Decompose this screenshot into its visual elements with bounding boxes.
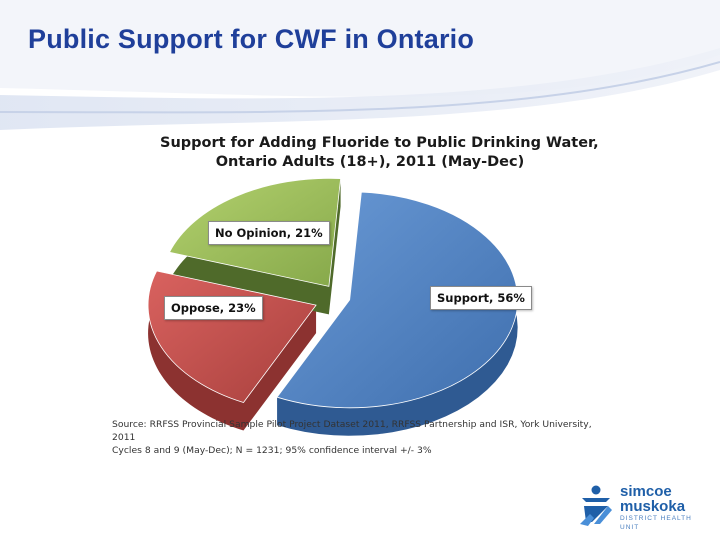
pie-slice-side-support [277,192,518,436]
chart-title: Support for Adding Fluoride to Public Dr… [160,134,599,172]
source-line-2: Cycles 8 and 9 (May-Dec); N = 1231; 95% … [112,445,432,456]
logo-figure-icon [580,485,612,526]
logo-text-muskoka: muskoka [620,498,686,515]
chart-title-line2: Ontario Adults (18+), 2011 (May-Dec) [215,154,525,170]
slide-title: Public Support for CWF in Ontario [28,24,475,54]
pie-slice-support [276,191,518,409]
slice-label-oppose: Oppose, 23% [164,296,263,320]
logo-text-subtitle: DISTRICT HEALTH UNIT [620,515,692,531]
slice-label-no-opinion: No Opinion, 21% [208,221,330,245]
slice-label-support: Support, 56% [430,286,532,310]
source-note: Source: RRFSS Provincial Sample Pilot Pr… [112,418,592,457]
source-line-1: Source: RRFSS Provincial Sample Pilot Pr… [112,419,592,443]
simcoe-muskoka-logo: simcoe muskoka DISTRICT HEALTH UNIT [578,483,698,531]
chart-title-line1: Support for Adding Fluoride to Public Dr… [160,135,599,151]
logo-text-simcoe: simcoe [620,483,672,500]
